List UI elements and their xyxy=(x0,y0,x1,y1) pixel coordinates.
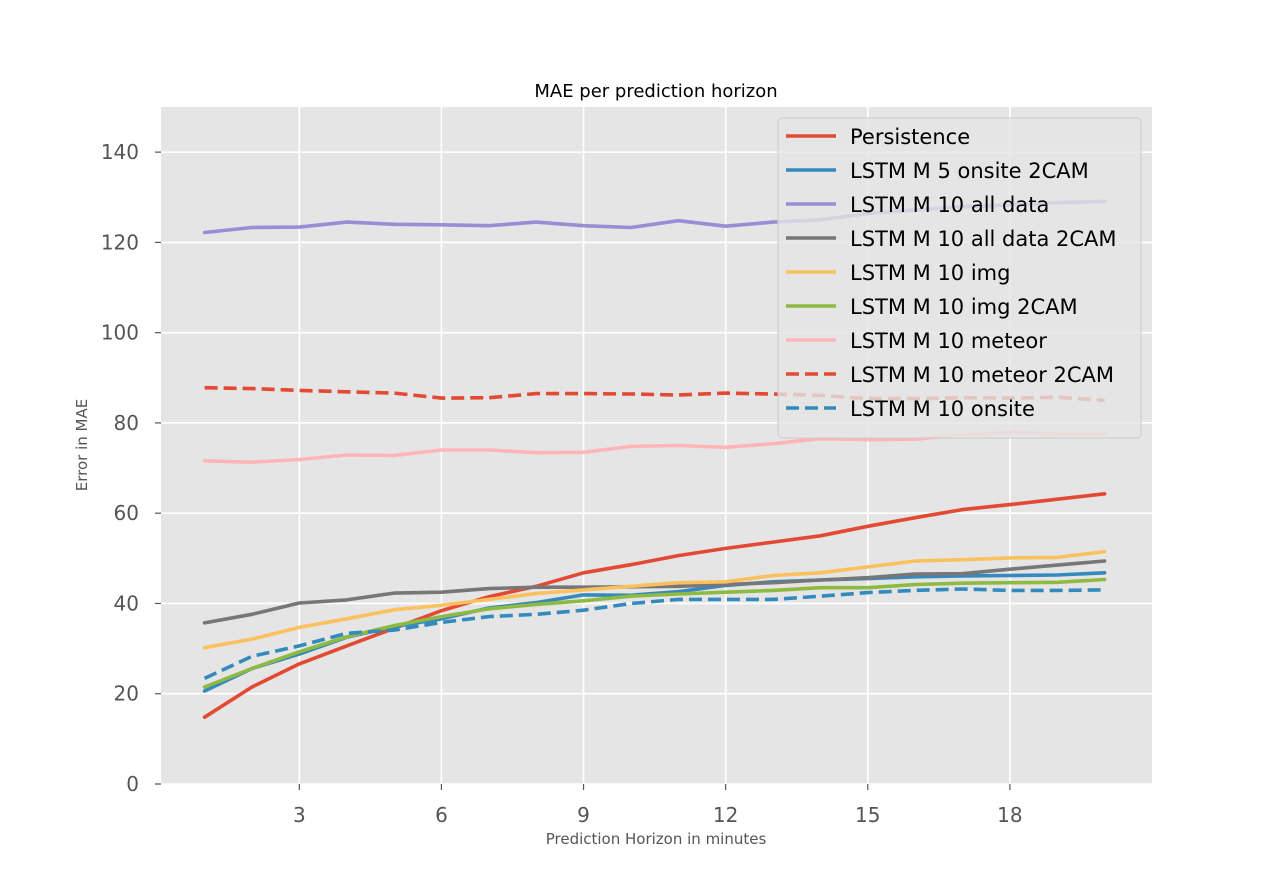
chart-title: MAE per prediction horizon xyxy=(534,81,777,102)
x-tick-label: 15 xyxy=(855,803,880,827)
legend-entry-label: LSTM M 10 onsite xyxy=(850,397,1035,421)
legend-entry-label: LSTM M 10 all data xyxy=(850,193,1049,217)
y-tick-label: 0 xyxy=(126,772,139,796)
y-tick-label: 40 xyxy=(114,591,139,615)
y-tick-label: 140 xyxy=(101,140,139,164)
series-line-9 xyxy=(203,587,1105,681)
legend-entry-label: Persistence xyxy=(850,125,970,149)
y-tick-label: 80 xyxy=(114,411,139,435)
x-tick-label: 6 xyxy=(435,803,448,827)
legend-entry-label: LSTM M 10 img xyxy=(850,261,1010,285)
x-tick-label: 12 xyxy=(713,803,738,827)
x-tick-label: 18 xyxy=(997,803,1022,827)
legend-entry-label: LSTM M 10 img 2CAM xyxy=(850,295,1078,319)
y-axis-label: Error in MAE xyxy=(73,399,91,491)
legend-box xyxy=(777,117,1142,439)
axis-ticks: 3 6 9 12 15 18 0 20 40 60 80 100 120 140 xyxy=(101,140,1023,827)
legend-entry-label: LSTM M 10 meteor xyxy=(850,329,1047,353)
series-line-1 xyxy=(202,491,1107,720)
y-tick-label: 100 xyxy=(101,321,139,345)
x-tick-label: 9 xyxy=(577,803,590,827)
x-tick-label: 3 xyxy=(293,803,306,827)
y-tick-label: 60 xyxy=(114,501,139,525)
x-axis-label: Prediction Horizon in minutes xyxy=(546,830,767,848)
y-tick-label: 20 xyxy=(114,682,139,706)
legend-entry-label: LSTM M 10 all data 2CAM xyxy=(850,227,1117,251)
series-line-6 xyxy=(202,577,1107,689)
y-tick-label: 120 xyxy=(101,230,139,254)
series-line-5 xyxy=(202,549,1107,650)
legend-entry-label: LSTM M 5 onsite 2CAM xyxy=(850,159,1089,183)
legend: Persistence LSTM M 5 onsite 2CAM LSTM M 10… xyxy=(777,117,1142,439)
legend-entry-label: LSTM M 10 meteor 2CAM xyxy=(850,363,1114,387)
series-line-4 xyxy=(202,559,1107,625)
